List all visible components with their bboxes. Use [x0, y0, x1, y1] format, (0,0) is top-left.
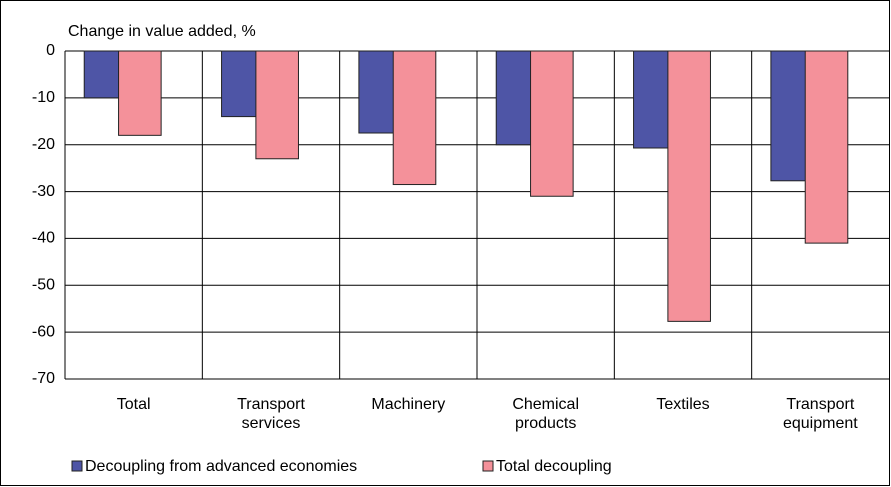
bar: [392, 50, 437, 186]
bar: [530, 50, 574, 197]
y-tick-label: -70: [32, 370, 55, 387]
legend-label: Total decoupling: [496, 458, 612, 475]
y-tick-label: -10: [32, 89, 55, 106]
bar: [667, 50, 711, 322]
bar: [804, 50, 849, 244]
x-tick-label: Transport equipment: [782, 396, 858, 432]
x-tick-label: Transport services: [237, 396, 305, 432]
x-tick-label: Machinery: [371, 396, 446, 413]
y-axis-label: Change in value added, %: [68, 23, 256, 40]
x-tick-label: Total: [116, 396, 151, 413]
bar: [255, 50, 299, 160]
y-tick-label: 0: [46, 42, 55, 59]
y-tick-label: -50: [32, 277, 55, 294]
y-tick-label: -30: [32, 183, 55, 200]
x-tick-label: Chemical products: [512, 396, 579, 432]
legend-swatch: [71, 460, 83, 472]
y-tick-label: -20: [32, 136, 55, 153]
bar: [118, 50, 162, 136]
y-tick-label: -60: [32, 323, 55, 340]
legend-label: Decoupling from advanced economies: [85, 458, 357, 475]
y-tick-label: -40: [32, 230, 55, 247]
legend-swatch: [482, 460, 494, 472]
x-tick-label: Textiles: [656, 396, 710, 413]
